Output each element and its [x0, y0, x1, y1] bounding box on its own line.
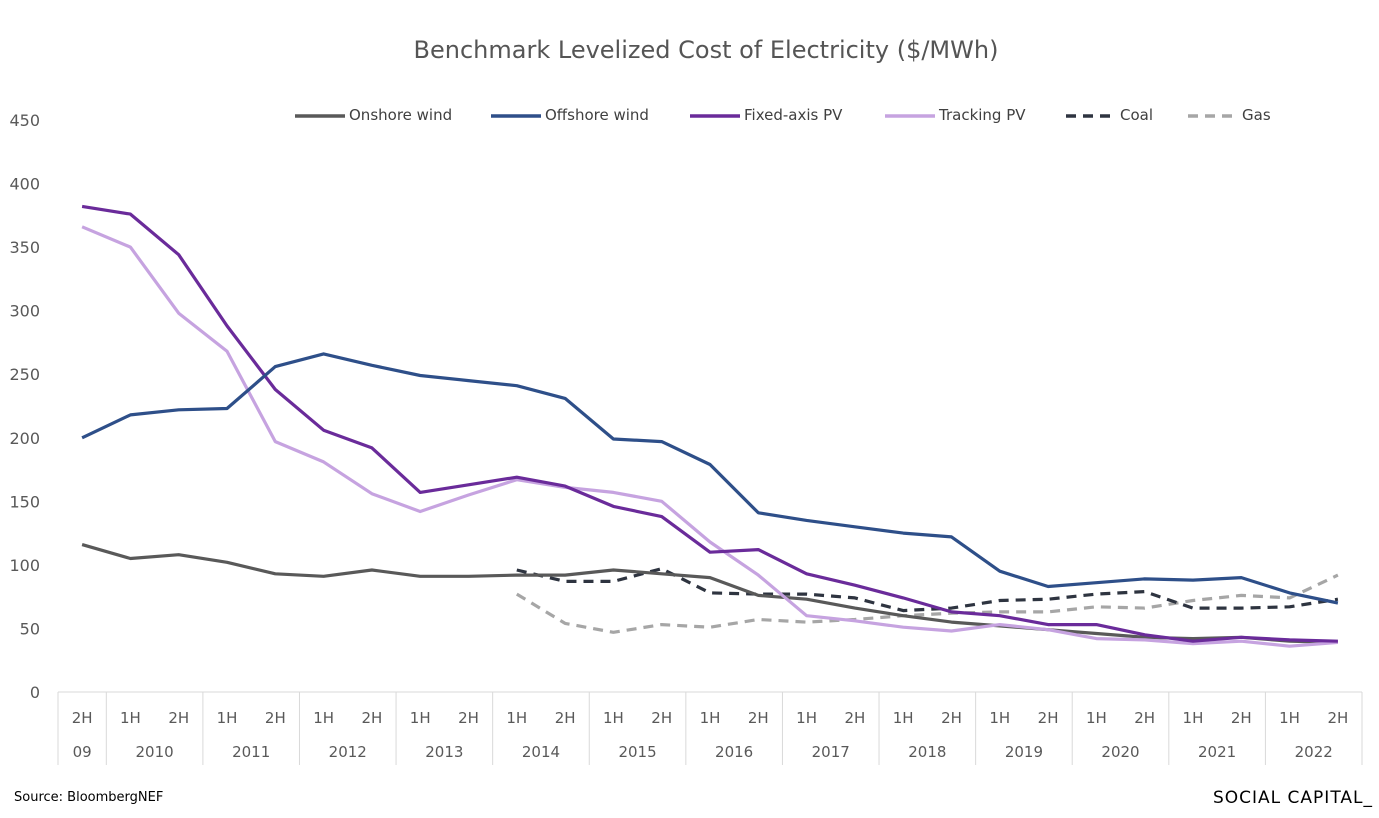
x-tick-half-label: 2H [72, 709, 93, 727]
x-tick-year-label: 2011 [232, 743, 270, 761]
legend-label-offshore-wind: Offshore wind [545, 106, 649, 124]
x-tick-half-label: 2H [1134, 709, 1155, 727]
x-tick-year-label: 2010 [135, 743, 173, 761]
x-tick-half-label: 1H [313, 709, 334, 727]
x-tick-half-label: 2H [941, 709, 962, 727]
y-tick-label: 350 [9, 238, 40, 257]
x-tick-half-label: 1H [1279, 709, 1300, 727]
x-tick-half-label: 2H [1038, 709, 1059, 727]
series-layer [81, 204, 1339, 648]
y-tick-label: 100 [9, 556, 40, 575]
x-tick-half-label: 1H [700, 709, 721, 727]
x-tick-year-label: 2012 [329, 743, 367, 761]
x-tick-year-label: 2020 [1101, 743, 1139, 761]
series-line-tracking-pv [81, 225, 1339, 648]
y-tick-label: 150 [9, 492, 40, 511]
x-tick-half-label: 1H [1183, 709, 1204, 727]
x-tick-half-label: 1H [603, 709, 624, 727]
x-tick-half-label: 2H [1231, 709, 1252, 727]
brand-logo-text: SOCIAL CAPITAL_ [1213, 788, 1373, 808]
legend-label-fixed-axis-pv: Fixed-axis PV [744, 106, 843, 124]
source-note: Source: BloombergNEF [14, 790, 164, 805]
series-line-coal [516, 567, 1339, 613]
y-tick-label: 300 [9, 302, 40, 321]
x-tick-year-label: 2021 [1198, 743, 1236, 761]
legend-label-gas: Gas [1242, 106, 1271, 124]
legend: Onshore wind Offshore wind Fixed-axis PV Tr… [295, 106, 1271, 124]
x-tick-half-label: 1H [506, 709, 527, 727]
legend-label-coal: Coal [1120, 106, 1153, 124]
x-tick-year-label: 2015 [618, 743, 656, 761]
chart-title: Benchmark Levelized Cost of Electricity … [414, 36, 999, 64]
x-tick-half-label: 1H [410, 709, 431, 727]
series-line-fixed-axis-pv [81, 204, 1338, 643]
legend-label-tracking-pv: Tracking PV [938, 106, 1026, 124]
series-line-offshore-wind [81, 352, 1339, 605]
x-tick-half-label: 2H [1327, 709, 1348, 727]
y-tick-label: 450 [9, 111, 40, 130]
x-axis: 2H 1H 2H 1H 2H 1H 2H 1H 2H 1H 2H 1H 2H 1H 2H 1H 2H 1H 2H 1H… [57, 691, 1363, 765]
y-axis: 0 50 100 150 200 250 300 350 400 450 [9, 111, 40, 702]
x-tick-half-label: 1H [1086, 709, 1107, 727]
x-tick-year-label: 2016 [715, 743, 753, 761]
x-tick-year-label: 09 [73, 743, 92, 761]
x-tick-half-label: 2H [555, 709, 576, 727]
x-tick-half-label: 1H [796, 709, 817, 727]
x-tick-half-label: 2H [844, 709, 865, 727]
y-tick-label: 50 [20, 619, 40, 638]
x-tick-half-label: 2H [458, 709, 479, 727]
x-tick-year-label: 2018 [908, 743, 946, 761]
legend-label-onshore-wind: Onshore wind [349, 106, 452, 124]
x-tick-half-label: 2H [265, 709, 286, 727]
x-tick-year-label: 2017 [812, 743, 850, 761]
y-tick-label: 250 [9, 365, 40, 384]
y-tick-label: 400 [9, 175, 40, 194]
x-tick-half-label: 2H [651, 709, 672, 727]
x-tick-year-label: 2013 [425, 743, 463, 761]
x-tick-half-label: 2H [168, 709, 189, 727]
y-tick-label: 200 [9, 429, 40, 448]
x-tick-half-label: 1H [217, 709, 238, 727]
y-tick-label: 0 [30, 683, 40, 702]
x-tick-year-label: 2019 [1005, 743, 1043, 761]
x-tick-year-label: 2014 [522, 743, 560, 761]
x-tick-half-label: 1H [989, 709, 1010, 727]
x-tick-half-label: 1H [893, 709, 914, 727]
x-tick-half-label: 1H [120, 709, 141, 727]
x-tick-half-label: 2H [748, 709, 769, 727]
x-tick-half-label: 2H [362, 709, 383, 727]
series-line-onshore-wind [81, 543, 1338, 644]
x-tick-year-label: 2022 [1295, 743, 1333, 761]
